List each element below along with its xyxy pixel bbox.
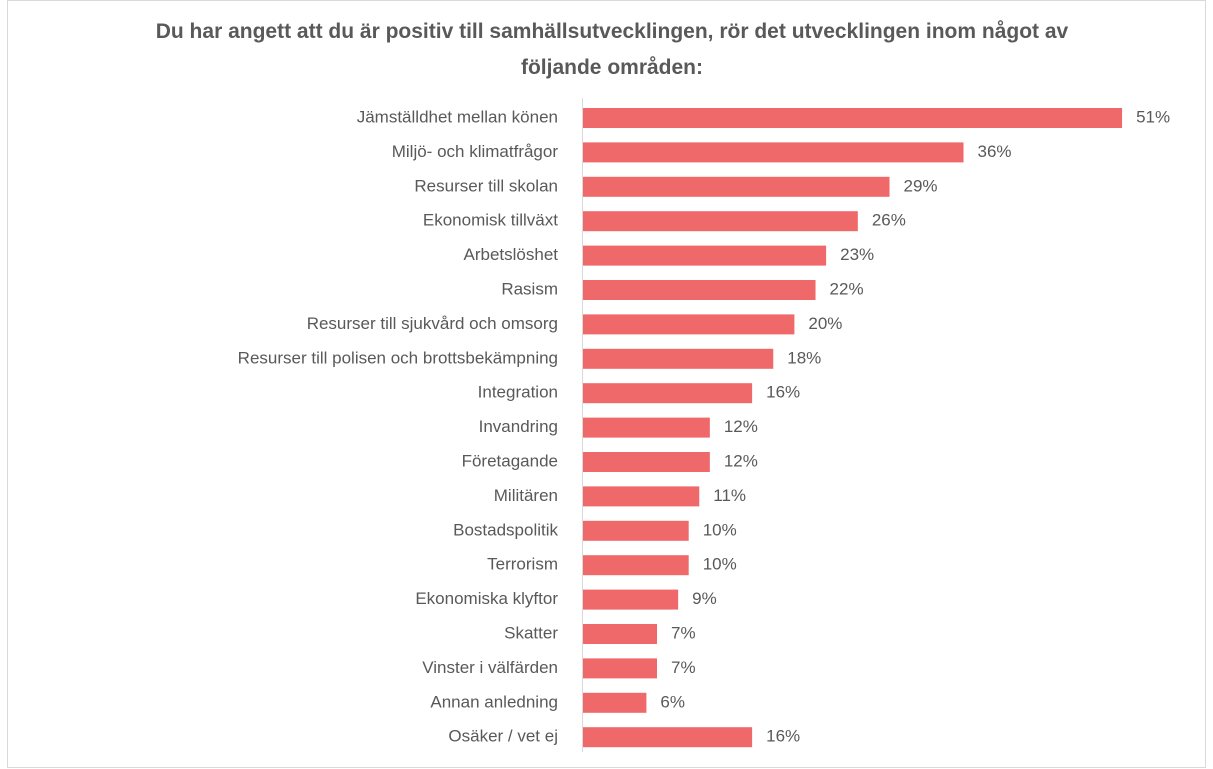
- bar: [583, 520, 689, 541]
- category-label: Osäker / vet ej: [448, 727, 558, 746]
- category-label: Ekonomiska klyftor: [415, 589, 558, 608]
- category-label: Rasism: [501, 279, 558, 298]
- bar: [583, 486, 700, 507]
- category-label: Resurser till sjukvård och omsorg: [307, 314, 558, 333]
- category-label: Militären: [494, 486, 558, 505]
- value-label: 23%: [840, 245, 874, 264]
- value-label: 9%: [692, 589, 717, 608]
- bar: [583, 692, 647, 713]
- bar: [583, 280, 816, 300]
- value-label: 26%: [872, 211, 906, 230]
- value-label: 22%: [830, 279, 864, 298]
- bar: [583, 348, 774, 369]
- category-label: Resurser till skolan: [414, 176, 558, 195]
- category-label: Vinster i välfärden: [422, 658, 558, 677]
- bar: [583, 314, 795, 335]
- value-label: 7%: [671, 623, 696, 642]
- bar: [583, 417, 710, 438]
- value-label: 11%: [713, 486, 746, 505]
- category-label: Resurser till polisen och brottsbekämpni…: [238, 348, 558, 367]
- bar: [583, 383, 753, 404]
- bar: [583, 245, 827, 266]
- category-label: Annan anledning: [430, 692, 558, 711]
- category-label: Terrorism: [487, 555, 558, 574]
- category-label: Skatter: [504, 623, 558, 642]
- bar: [583, 452, 710, 472]
- value-label: 7%: [671, 658, 696, 677]
- category-label: Invandring: [479, 417, 558, 436]
- bar: [583, 555, 689, 576]
- bar: [583, 624, 657, 644]
- category-label: Integration: [478, 383, 558, 402]
- value-label: 20%: [808, 314, 842, 333]
- category-label: Företagande: [462, 451, 558, 470]
- bar: [583, 108, 1123, 128]
- chart-title: Du har angett att du är positiv till sam…: [155, 20, 1069, 79]
- bar: [583, 727, 753, 748]
- value-label: 6%: [660, 692, 685, 711]
- category-label: Ekonomisk tillväxt: [423, 211, 558, 230]
- value-label: 51%: [1136, 107, 1170, 126]
- bar: [583, 211, 858, 232]
- bar: [583, 658, 657, 679]
- value-label: 16%: [766, 727, 800, 746]
- category-label: Miljö- och klimatfrågor: [392, 142, 559, 161]
- category-label: Jämställdhet mellan könen: [357, 107, 558, 126]
- category-label: Arbetslöshet: [464, 245, 559, 264]
- frame: [7, 0, 1206, 768]
- bar: [583, 176, 890, 197]
- category-label: Bostadspolitik: [453, 520, 558, 539]
- value-label: 10%: [703, 520, 737, 539]
- value-label: 29%: [904, 176, 938, 195]
- value-label: 18%: [787, 348, 821, 367]
- bar: [583, 589, 679, 610]
- value-label: 10%: [703, 555, 737, 574]
- value-label: 12%: [724, 451, 758, 470]
- value-label: 36%: [978, 142, 1012, 161]
- bar: [583, 142, 964, 163]
- value-label: 12%: [724, 417, 758, 436]
- value-label: 16%: [766, 383, 800, 402]
